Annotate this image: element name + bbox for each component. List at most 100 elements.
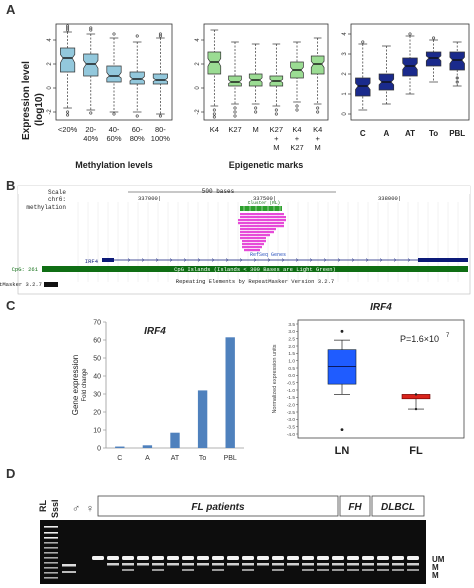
outlier <box>66 113 70 117</box>
y-tick-label: -2 <box>47 109 53 115</box>
y-tick-label: 0 <box>342 112 348 116</box>
outlier <box>233 114 237 118</box>
y-tick-label: -1.5 <box>287 395 296 401</box>
gene-expression-bar-chart: IRF4 0 10 20 30 40 50 60 70 C A AT To PBL Gene express… <box>71 320 244 462</box>
x-axis-title: Methylation levels <box>75 160 153 170</box>
band-um <box>107 556 119 560</box>
x-tick-label: To <box>199 455 207 462</box>
y-tick-label: -2.0 <box>287 402 296 408</box>
y-tick-label: 1.0 <box>288 358 295 364</box>
bar <box>142 445 153 448</box>
band-um <box>242 556 254 560</box>
bar <box>225 337 235 448</box>
ladder-band <box>44 542 58 544</box>
box <box>355 77 371 97</box>
band-um <box>212 556 224 560</box>
x-tick-label: C <box>117 455 122 462</box>
y-tick-label: 2 <box>342 72 348 76</box>
x-tick-label: To <box>429 129 438 138</box>
y-axis-subtitle: Fold change <box>82 368 88 402</box>
ladder-band <box>44 557 58 559</box>
scale-bar-label: 500 bases <box>202 188 235 195</box>
band-m <box>407 563 419 566</box>
rmsk-label: RepeatMasker 3.2.7 <box>0 281 42 288</box>
strand-arrow <box>323 258 327 262</box>
group-box-fh <box>339 495 371 517</box>
outlier <box>158 32 162 36</box>
ladder-band <box>44 552 58 554</box>
outlier <box>295 108 299 112</box>
panel-label-d: D <box>6 466 16 481</box>
box <box>425 51 442 67</box>
cpg-island <box>42 266 468 272</box>
y-tick-label: 0 <box>47 86 53 90</box>
strand-arrow <box>393 258 397 262</box>
plot-frame <box>203 23 329 121</box>
outlier <box>316 106 320 110</box>
box <box>402 57 418 77</box>
band-um <box>197 556 209 560</box>
band-label-m1: M <box>432 563 439 572</box>
box <box>207 51 222 75</box>
band-m <box>377 569 389 571</box>
strand-arrow <box>407 258 411 262</box>
y-tick-label: -3.5 <box>287 424 296 430</box>
band-m <box>242 563 254 566</box>
irf4-expression-boxplot: 4 3 2 1 0 C A AT To PBL <box>342 23 470 138</box>
x-tick-label: FL <box>409 445 423 457</box>
band-um <box>167 556 179 560</box>
box <box>228 75 242 87</box>
methylation-read <box>240 228 276 231</box>
cpg-track-label: CpG: 261 <box>12 266 39 273</box>
outlier <box>212 108 216 112</box>
band-m <box>242 569 254 571</box>
band-um <box>92 556 104 560</box>
band-m <box>272 569 284 571</box>
x-tick-label: M <box>253 125 259 134</box>
x-tick-label: 80- <box>155 125 166 134</box>
outlier <box>274 112 278 116</box>
box <box>310 55 325 75</box>
x-tick-label: + <box>295 134 300 143</box>
strand-arrow <box>225 258 229 262</box>
band-m <box>167 563 179 566</box>
y-tick-label: 2.5 <box>288 336 295 342</box>
outlier <box>66 28 70 32</box>
outlier <box>89 111 93 115</box>
band-m <box>122 563 134 566</box>
band-m <box>197 563 209 566</box>
rmsk-track-text: Repeating Elements by RepeatMasker Versi… <box>176 278 334 285</box>
strand-arrow <box>253 258 257 262</box>
outlier <box>135 34 139 38</box>
outlier <box>274 108 278 112</box>
band-m <box>182 569 194 571</box>
band-m <box>392 563 404 566</box>
outlier <box>66 26 70 30</box>
x-tick-label: 80% <box>130 134 145 143</box>
x-tick-label: M <box>315 143 321 152</box>
outlier <box>212 112 216 116</box>
strand-arrow <box>295 258 299 262</box>
y-tick-label: -2 <box>195 109 201 115</box>
band-m <box>137 563 149 566</box>
band-m <box>212 569 224 571</box>
outlier <box>414 407 418 411</box>
band-um <box>392 556 404 560</box>
y-tick-label: 3.0 <box>288 329 295 335</box>
y-tick-label: 20 <box>93 410 101 417</box>
ruler-bg <box>18 186 470 194</box>
x-tick-label: K27 <box>270 125 283 134</box>
box <box>129 71 145 85</box>
x-tick-label: 40% <box>83 134 98 143</box>
strand-arrow <box>309 258 313 262</box>
ladder-band <box>44 547 58 549</box>
cpg-track-text: CpG Islands (Islands < 300 Bases are Lig… <box>174 266 336 273</box>
band-um <box>302 556 314 560</box>
methylation-read <box>244 249 260 252</box>
group-label-dlbcl: DLBCL <box>381 502 415 513</box>
panel-label-b: B <box>6 178 16 193</box>
outlier <box>158 114 162 118</box>
band-um <box>182 556 194 560</box>
y-tick-label: 30 <box>93 392 101 399</box>
